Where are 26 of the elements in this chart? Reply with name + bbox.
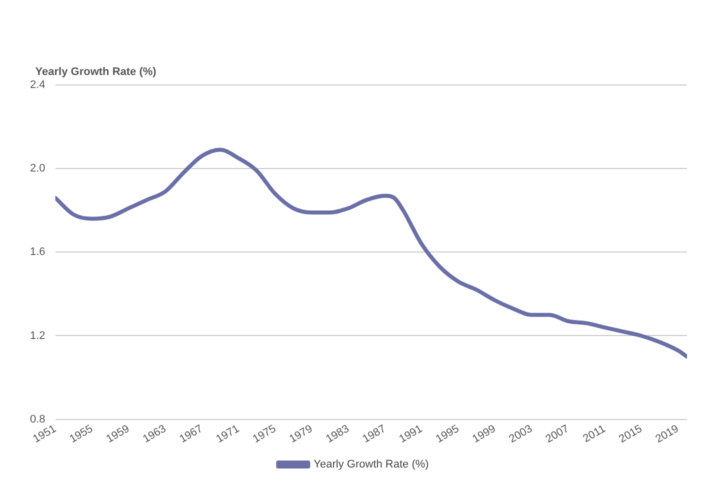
- y-axis-title: Yearly Growth Rate (%): [35, 66, 157, 78]
- x-tick-label: 1967: [178, 422, 205, 446]
- x-tick-label: 2011: [581, 422, 608, 446]
- x-tick-label: 1955: [68, 422, 95, 446]
- y-tick-label: 1.2: [30, 330, 46, 342]
- x-tick-label: 1987: [360, 422, 388, 446]
- x-tick-label: 1959: [104, 422, 132, 446]
- x-tick-label: 1979: [287, 422, 315, 446]
- x-tick-label: 1999: [470, 422, 498, 446]
- x-tick-label: 1963: [140, 422, 168, 446]
- line-series: [55, 148, 687, 359]
- x-tick-label: 1951: [31, 422, 58, 446]
- y-tick-label: 0.8: [30, 413, 46, 426]
- x-tick-label: 1995: [434, 422, 462, 446]
- legend-label: Yearly Growth Rate (%): [314, 458, 429, 471]
- x-tick-label: 2003: [507, 422, 534, 446]
- x-tick-label: 2007: [544, 422, 571, 446]
- x-tick-label: 1971: [214, 422, 242, 446]
- x-tick-label: 2019: [654, 422, 681, 446]
- y-tick-label: 2.0: [30, 162, 46, 175]
- y-tick-label: 1.6: [30, 246, 46, 258]
- y-tick-label: 2.4: [30, 79, 46, 92]
- x-tick-label: 1991: [397, 422, 425, 446]
- x-tick-label: 2015: [617, 422, 644, 446]
- x-tick-label: 1983: [324, 422, 352, 446]
- x-tick-label: 1975: [250, 422, 278, 446]
